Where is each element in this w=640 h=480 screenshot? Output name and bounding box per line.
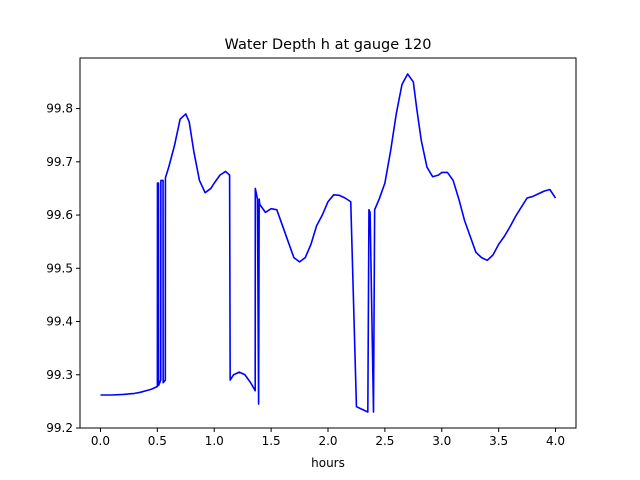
- plot-frame: [79, 57, 577, 429]
- y-tick-label: 99.3: [46, 368, 73, 382]
- x-axis-label: hours: [311, 456, 345, 470]
- y-tick-label: 99.2: [46, 421, 73, 435]
- x-tick-label: 2.0: [318, 434, 337, 448]
- y-axis: 99.2 99.3 99.4 99.5 99.6 99.7 99.8: [46, 102, 80, 435]
- x-tick-label: 0.0: [91, 434, 110, 448]
- series-line-group: [100, 73, 557, 413]
- y-tick-label: 99.8: [46, 102, 73, 116]
- y-tick-label: 99.6: [46, 208, 73, 222]
- x-tick-label: 4.0: [546, 434, 565, 448]
- x-tick-label: 3.5: [489, 434, 508, 448]
- x-tick-label: 2.5: [375, 434, 394, 448]
- x-axis: 0.0 0.5 1.0 1.5 2.0 2.5 3.0 3.5 4.0: [91, 428, 565, 448]
- x-tick-label: 3.0: [432, 434, 451, 448]
- y-tick-label: 99.4: [46, 315, 73, 329]
- series-line-0: [100, 73, 557, 413]
- x-tick-label: 1.0: [205, 434, 224, 448]
- x-tick-label: 0.5: [148, 434, 167, 448]
- chart-title: Water Depth h at gauge 120: [225, 37, 432, 53]
- y-tick-label: 99.7: [46, 155, 73, 169]
- y-tick-label: 99.5: [46, 261, 73, 275]
- x-tick-label: 1.5: [262, 434, 281, 448]
